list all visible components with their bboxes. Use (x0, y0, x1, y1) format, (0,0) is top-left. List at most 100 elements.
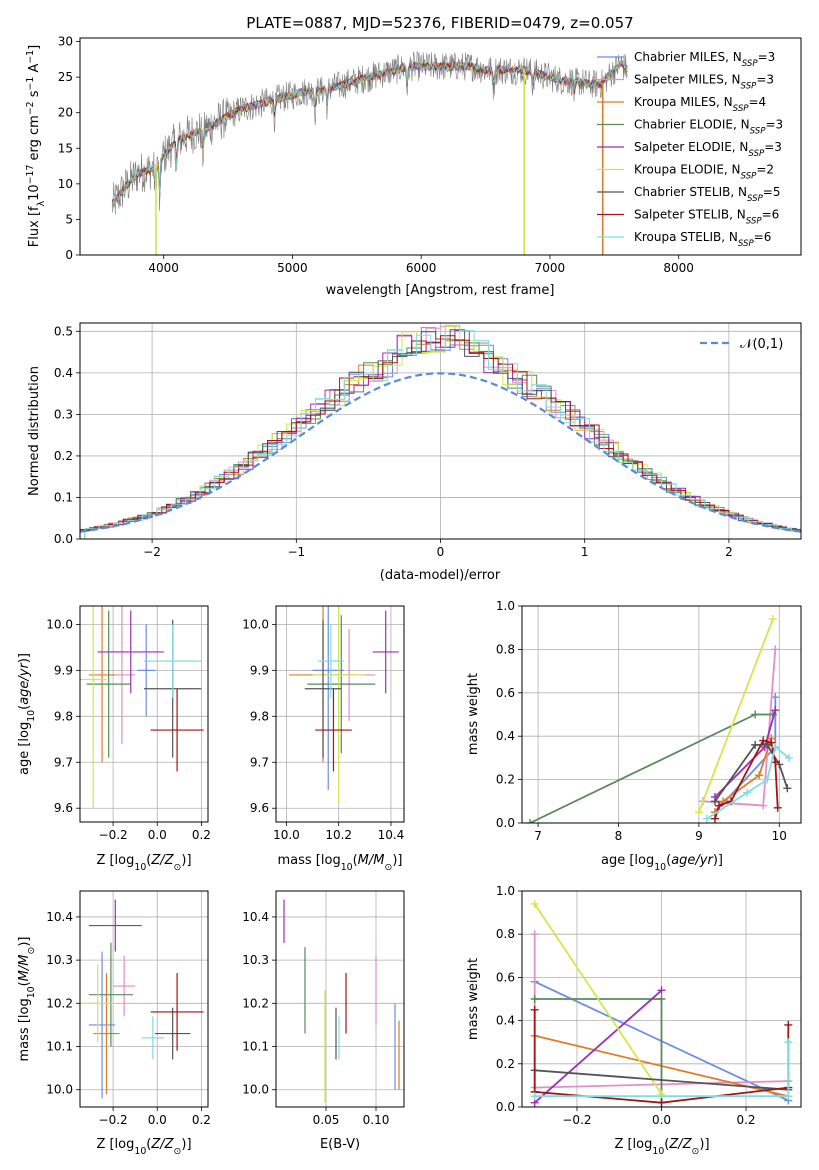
x-tick-label: 10.0 (273, 828, 300, 842)
y-tick-label: 10.0 (242, 617, 269, 631)
histogram-step (80, 339, 801, 532)
y-tick-label: 0.0 (54, 532, 73, 546)
y-tick-label: 1.0 (496, 599, 515, 613)
y-tick-label: 0.1 (54, 490, 73, 504)
x-axis-label: Z [log10(Z/Z⊙)] (614, 1137, 709, 1157)
weight-marker (743, 788, 752, 797)
histogram-step (80, 335, 801, 539)
axes-frame (275, 890, 405, 1108)
weight-marker (751, 740, 760, 749)
spectrum-model-line (111, 58, 628, 210)
legend-label: Salpeter MILES, NSSP=3 (634, 73, 774, 92)
y-axis-label: Flux [fλ10−17 erg cm−2 s−1 A−1] (25, 45, 47, 247)
axes-age_vs_mass: 10.0 10.2 10.4 9.6 9.7 9.8 9.9 10.0 mass [log10(… (242, 605, 405, 873)
axes-frame (79, 605, 209, 823)
y-axis-label: mass weight (466, 958, 481, 1040)
y-tick-label: 10.2 (242, 996, 269, 1010)
weight-line (534, 989, 663, 1104)
plot-body-mass_vs_EBV (283, 899, 400, 1103)
x-tick-label: −0.2 (99, 1113, 128, 1127)
weight-marker (755, 771, 764, 780)
y-tick-label: 9.9 (250, 663, 269, 677)
x-tick-label: 0.2 (736, 1113, 755, 1127)
x-axis-label: Z [log10(Z/Z⊙)] (96, 1137, 191, 1157)
x-axis-label: mass [log10(M/M⊙)] (278, 853, 403, 873)
y-tick-label: 10.2 (46, 996, 73, 1010)
weight-line (529, 713, 773, 823)
axes-residuals: −2 −1 0 1 2 0.0 0.1 0.2 0.3 0.4 0.5 (data-model)/er… (27, 322, 802, 583)
weight-marker (714, 801, 723, 810)
y-tick-label: 0.6 (496, 970, 515, 984)
y-tick-label: 0.3 (54, 407, 73, 421)
weight-marker (759, 736, 768, 745)
axes-spectrum: 4000 5000 6000 7000 8000 0 5 10 15 20 25 30 waveleng… (25, 35, 802, 298)
plot-body-spectrum (111, 50, 628, 255)
y-tick-label: 1.0 (496, 884, 515, 898)
weight-marker (784, 1020, 793, 1029)
weight-marker (526, 819, 535, 823)
weight-marker (530, 1005, 539, 1014)
weight-marker (771, 758, 780, 767)
x-axis-label: E(B-V) (320, 1137, 360, 1152)
y-tick-label: 5 (65, 212, 73, 226)
plot-body-age_vs_mass (289, 606, 399, 804)
y-tick-label: 0 (65, 248, 73, 262)
y-tick-label: 0.8 (496, 642, 515, 656)
y-tick-label: 9.6 (250, 801, 269, 815)
y-tick-label: 9.9 (54, 663, 73, 677)
legend-label: Salpeter STELIB, NSSP=6 (634, 208, 779, 227)
y-tick-label: 30 (58, 35, 73, 49)
x-tick-label: 5000 (277, 261, 308, 275)
y-tick-label: 10.0 (46, 1083, 73, 1097)
x-tick-label: 0.10 (363, 1113, 390, 1127)
y-axis-label: mass [log10(M/M⊙)] (17, 937, 37, 1062)
plot-body-weight_vs_Z (530, 899, 793, 1107)
weight-marker (710, 814, 719, 823)
y-tick-label: 9.7 (250, 755, 269, 769)
weight-marker (702, 814, 711, 823)
y-tick-label: 0.2 (54, 449, 73, 463)
y-tick-label: 0.4 (496, 1014, 515, 1028)
y-tick-label: 10.3 (46, 953, 73, 967)
weight-line (534, 1069, 789, 1091)
y-tick-label: 0.2 (496, 1057, 515, 1071)
y-tick-label: 10 (58, 177, 73, 191)
axes-age_vs_Z: −0.2 0.0 0.2 9.6 9.7 9.8 9.9 10.0 Z [log10(Z/Z⊙)… (17, 605, 211, 873)
x-tick-label: 0.0 (148, 828, 167, 842)
y-tick-label: 10.0 (242, 1083, 269, 1097)
histogram-step (84, 324, 801, 539)
weight-marker (771, 706, 780, 715)
y-tick-label: 0.8 (496, 927, 515, 941)
figure-title: PLATE=0887, MJD=52376, FIBERID=0479, z=0… (246, 14, 633, 32)
x-tick-label: 0.05 (313, 1113, 340, 1127)
y-tick-label: 9.8 (250, 709, 269, 723)
x-tick-label: −1 (287, 545, 305, 559)
weight-marker (771, 743, 780, 752)
weight-marker (771, 645, 780, 654)
y-tick-label: 10.3 (242, 953, 269, 967)
x-tick-label: 7 (534, 829, 542, 843)
weight-marker (763, 775, 772, 784)
weight-marker (759, 801, 768, 810)
x-tick-label: 0.2 (192, 828, 211, 842)
y-tick-label: 0.5 (54, 324, 73, 338)
plot-body-weight_vs_age (526, 615, 793, 823)
weight-marker (783, 784, 792, 793)
y-tick-label: 9.7 (54, 755, 73, 769)
weight-marker (657, 986, 666, 995)
weight-marker (784, 753, 793, 762)
x-tick-label: 9 (695, 829, 703, 843)
y-tick-label: 10.1 (242, 1040, 269, 1054)
weight-marker (751, 710, 760, 719)
legend-label: Kroupa ELODIE, NSSP=2 (634, 163, 774, 182)
y-tick-label: 0.6 (496, 686, 515, 700)
legend: Chabrier MILES, NSSP=3 Salpeter MILES, NS… (597, 50, 783, 249)
x-axis-label: age [log10(age/yr)] (601, 853, 723, 873)
x-tick-label: 10.4 (378, 828, 405, 842)
plot-body-age_vs_Z (80, 606, 204, 809)
spectrum-model-line (111, 59, 628, 208)
weight-marker (530, 1092, 539, 1101)
legend-label: 𝒩(0,1) (740, 337, 783, 352)
y-axis-label: mass weight (466, 673, 481, 755)
y-tick-label: 10.0 (46, 617, 73, 631)
